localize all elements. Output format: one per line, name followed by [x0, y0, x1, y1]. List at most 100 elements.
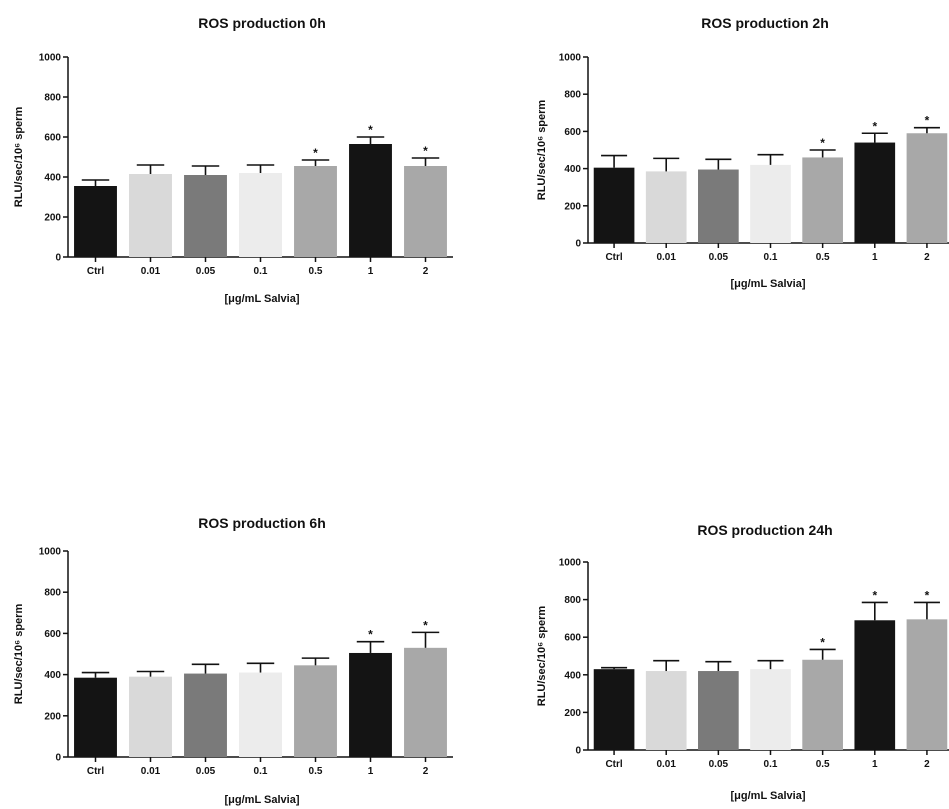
x-tick-label: Ctrl: [605, 252, 622, 263]
y-tick-label: 1000: [559, 53, 582, 64]
chart-title: ROS production 6h: [198, 515, 326, 531]
y-tick-label: 1000: [39, 547, 62, 558]
y-tick-label: 200: [564, 708, 581, 719]
x-tick-label: 2: [924, 759, 930, 770]
bar: [906, 133, 948, 243]
bar: [593, 167, 635, 243]
bar: [854, 620, 896, 750]
bar: [802, 157, 843, 243]
x-tick-label: 1: [872, 252, 878, 263]
bar: [698, 671, 739, 750]
y-axis-label: RLU/sec/10⁶ sperm: [536, 606, 548, 707]
x-tick-label: 0.5: [309, 266, 323, 277]
y-tick-label: 600: [564, 127, 581, 138]
y-tick-label: 200: [44, 711, 61, 722]
x-tick-label: 0.1: [764, 759, 778, 770]
x-tick-label: 0.5: [816, 252, 830, 263]
bar: [184, 673, 227, 757]
chart-0h: ROS production 0h 0 200 400 600 800 1000 Ctrl 0.…: [13, 15, 453, 305]
chart-6h: ROS production 6h 0 200 400 600 800 1000 Ctrl 0.…: [13, 515, 453, 806]
chart-title: ROS production 0h: [198, 15, 326, 31]
x-tick-label: 0.01: [141, 266, 161, 277]
x-tick-label: 2: [924, 252, 930, 263]
bar: [698, 169, 739, 243]
x-tick-label: Ctrl: [87, 766, 104, 777]
bar: [349, 652, 392, 757]
bar: [74, 186, 117, 257]
significance-marker: *: [820, 635, 825, 649]
x-tick-label: 1: [872, 759, 878, 770]
significance-marker: *: [820, 136, 825, 150]
bar: [645, 671, 687, 750]
significance-marker: *: [925, 588, 930, 602]
y-tick-label: 800: [44, 93, 61, 104]
significance-marker: *: [368, 123, 373, 137]
x-tick-label: 1: [368, 266, 374, 277]
significance-marker: *: [872, 119, 877, 133]
chart-title: ROS production 2h: [701, 15, 829, 31]
x-axis-label: [μg/mL Salvia]: [731, 790, 806, 802]
y-tick-label: 800: [564, 595, 581, 606]
bar: [750, 669, 791, 750]
x-axis-label: [μg/mL Salvia]: [225, 293, 300, 305]
significance-marker: *: [925, 114, 930, 128]
x-tick-label: 2: [423, 766, 429, 777]
bar: [239, 672, 282, 757]
x-tick-label: 0.05: [709, 759, 729, 770]
bar: [74, 677, 117, 757]
y-tick-label: 200: [44, 213, 61, 224]
chart-24h: ROS production 24h 0 200 400 600 800 1000 Ctrl 0…: [536, 522, 949, 802]
bar: [129, 676, 172, 757]
y-tick-label: 1000: [39, 53, 62, 64]
y-axis-label: RLU/sec/10⁶ sperm: [13, 107, 25, 208]
y-tick-label: 400: [44, 670, 61, 681]
bar: [294, 166, 337, 257]
x-tick-label: 0.05: [196, 766, 216, 777]
x-tick-label: 0.1: [254, 766, 268, 777]
bar: [645, 171, 687, 243]
y-tick-label: 800: [44, 588, 61, 599]
y-tick-label: 1000: [559, 558, 582, 569]
bar: [239, 173, 282, 257]
x-tick-label: 2: [423, 266, 429, 277]
bar: [129, 174, 172, 257]
significance-marker: *: [368, 628, 373, 642]
y-tick-label: 0: [575, 746, 581, 757]
y-tick-label: 200: [564, 201, 581, 212]
y-tick-label: 400: [564, 164, 581, 175]
bar: [294, 665, 337, 757]
x-tick-label: 1: [368, 766, 374, 777]
x-tick-label: 0.5: [309, 766, 323, 777]
x-tick-label: Ctrl: [87, 266, 104, 277]
x-tick-label: 0.1: [254, 266, 268, 277]
bar: [802, 659, 843, 750]
y-tick-label: 0: [575, 239, 581, 250]
y-tick-label: 600: [564, 633, 581, 644]
y-tick-label: 400: [44, 173, 61, 184]
x-tick-label: 0.01: [656, 252, 676, 263]
significance-marker: *: [423, 144, 428, 158]
y-tick-label: 0: [55, 753, 61, 764]
significance-marker: *: [872, 588, 877, 602]
x-tick-label: Ctrl: [605, 759, 622, 770]
x-tick-label: 0.1: [764, 252, 778, 263]
bar: [593, 669, 635, 750]
bar: [404, 166, 447, 257]
bar: [906, 619, 948, 750]
bar: [404, 647, 447, 757]
x-tick-label: 0.5: [816, 759, 830, 770]
y-tick-label: 600: [44, 133, 61, 144]
chart-title: ROS production 24h: [697, 522, 832, 538]
x-tick-label: 0.05: [709, 252, 729, 263]
bar: [184, 175, 227, 257]
y-tick-label: 0: [55, 253, 61, 264]
bar: [854, 142, 896, 243]
bar: [750, 164, 791, 243]
y-tick-label: 600: [44, 629, 61, 640]
x-tick-label: 0.05: [196, 266, 216, 277]
x-tick-label: 0.01: [141, 766, 161, 777]
significance-marker: *: [313, 146, 318, 160]
y-axis-label: RLU/sec/10⁶ sperm: [13, 604, 25, 705]
x-axis-label: [μg/mL Salvia]: [731, 278, 806, 290]
